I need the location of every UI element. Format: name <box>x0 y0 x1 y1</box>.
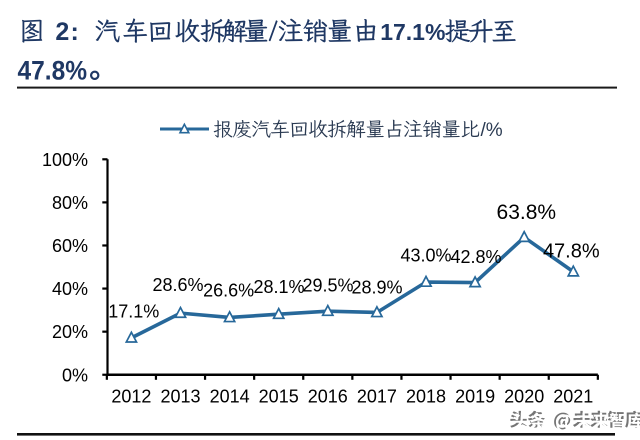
svg-text:28.1%: 28.1% <box>253 277 304 297</box>
svg-text:40%: 40% <box>52 279 88 299</box>
svg-text:2:: 2: <box>55 18 80 46</box>
svg-text:0%: 0% <box>62 365 88 385</box>
svg-text:17.1%: 17.1% <box>380 19 445 45</box>
svg-text:17.1%: 17.1% <box>108 301 159 321</box>
svg-text:42.8%: 42.8% <box>450 247 501 267</box>
svg-text:20%: 20% <box>52 322 88 342</box>
svg-text:2021: 2021 <box>553 387 593 407</box>
svg-text:60%: 60% <box>52 236 88 256</box>
svg-text:2020: 2020 <box>504 387 544 407</box>
svg-text:28.6%: 28.6% <box>152 275 203 295</box>
svg-text:2019: 2019 <box>455 387 495 407</box>
svg-text:2018: 2018 <box>406 387 446 407</box>
svg-text:80%: 80% <box>52 193 88 213</box>
svg-text:47.8%: 47.8% <box>18 56 88 86</box>
svg-text:2013: 2013 <box>160 387 200 407</box>
svg-text:47.8%: 47.8% <box>543 241 600 263</box>
svg-text:2017: 2017 <box>357 387 397 407</box>
svg-text:26.6%: 26.6% <box>203 281 254 301</box>
svg-text:2016: 2016 <box>308 387 348 407</box>
svg-text:100%: 100% <box>42 150 88 170</box>
svg-text:29.5%: 29.5% <box>302 276 353 296</box>
svg-text:63.8%: 63.8% <box>497 201 557 224</box>
svg-text:43.0%: 43.0% <box>400 246 451 266</box>
svg-text:2012: 2012 <box>111 387 151 407</box>
svg-text:2015: 2015 <box>259 387 299 407</box>
svg-text:28.9%: 28.9% <box>351 278 402 298</box>
svg-text:/%: /% <box>481 120 503 141</box>
svg-text:2014: 2014 <box>210 387 250 407</box>
